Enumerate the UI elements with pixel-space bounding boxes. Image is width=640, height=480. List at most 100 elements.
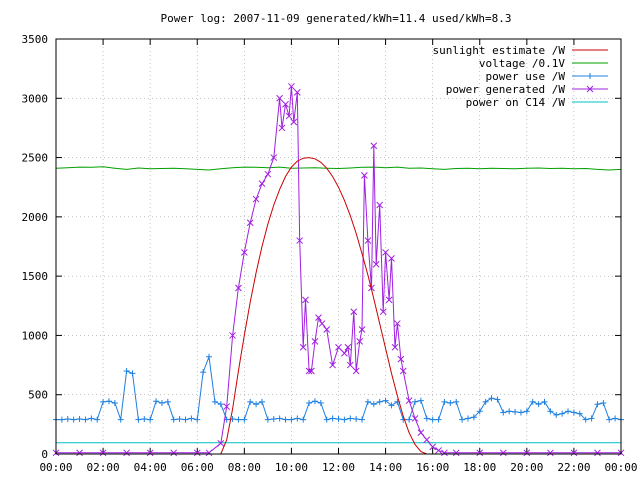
legend-entry: power use /W <box>486 70 608 83</box>
x-tick-label: 10:00 <box>275 461 308 474</box>
data-point <box>499 449 507 457</box>
series-line-voltage-0-1v <box>55 166 622 171</box>
data-point <box>606 416 613 423</box>
data-point <box>405 397 413 404</box>
data-point <box>399 367 407 375</box>
data-point <box>464 415 471 422</box>
data-point <box>105 398 112 405</box>
data-point <box>600 400 607 407</box>
data-point <box>88 415 95 422</box>
data-point <box>235 416 242 423</box>
data-point <box>453 398 460 405</box>
data-point <box>188 415 195 422</box>
data-point <box>423 415 430 422</box>
legend-entry: voltage /0.1V <box>479 57 608 70</box>
data-point <box>276 415 283 422</box>
data-point <box>506 408 513 415</box>
data-point <box>435 447 442 454</box>
data-point <box>111 400 118 407</box>
data-point <box>318 320 326 327</box>
data-point <box>135 416 142 423</box>
data-point <box>588 415 595 422</box>
data-point <box>523 449 531 457</box>
legend-entry: power on C14 /W <box>466 96 608 109</box>
data-point <box>372 260 380 268</box>
chart-title: Power log: 2007-11-09 generated/kWh=11.4… <box>161 12 512 25</box>
data-point <box>158 400 165 407</box>
data-point <box>364 398 371 405</box>
data-point <box>476 449 484 457</box>
data-point <box>305 367 313 375</box>
data-point <box>570 409 577 416</box>
data-point <box>123 449 130 457</box>
data-point <box>494 396 501 403</box>
data-point <box>397 355 405 363</box>
data-point <box>329 361 336 369</box>
data-point <box>352 367 360 375</box>
data-point <box>565 408 572 415</box>
data-point <box>285 112 293 120</box>
y-tick-label: 0 <box>41 448 48 461</box>
data-point <box>441 398 448 405</box>
data-point <box>370 401 377 408</box>
x-tick-label: 14:00 <box>369 461 402 474</box>
y-tick-label: 2500 <box>22 152 49 165</box>
data-point <box>311 398 318 405</box>
data-point <box>376 201 384 209</box>
data-point <box>276 94 283 102</box>
data-point <box>217 401 224 408</box>
legend-label: power generated /W <box>446 83 566 96</box>
legend-label: voltage /0.1V <box>479 57 565 70</box>
data-point <box>358 326 366 333</box>
series-voltage-0-1v <box>55 166 622 171</box>
data-point <box>200 369 207 376</box>
data-point <box>264 416 271 423</box>
x-tick-label: 12:00 <box>322 461 355 474</box>
x-tick-label: 20:00 <box>510 461 543 474</box>
legend-label: power on C14 /W <box>466 96 566 109</box>
y-tick-label: 500 <box>28 389 48 402</box>
data-point <box>385 296 393 304</box>
data-point <box>406 416 413 423</box>
data-point <box>435 416 442 423</box>
data-point <box>341 416 348 423</box>
data-point <box>594 449 601 457</box>
data-point <box>253 401 260 408</box>
data-point <box>100 398 107 405</box>
data-point <box>512 408 519 415</box>
data-point <box>294 415 301 422</box>
data-point <box>288 416 295 423</box>
data-point <box>141 416 148 423</box>
data-point <box>252 195 260 203</box>
data-point <box>317 400 324 407</box>
data-point <box>302 296 309 304</box>
data-point <box>311 338 319 345</box>
data-point <box>517 409 524 416</box>
data-point <box>459 416 466 423</box>
data-point <box>64 416 71 423</box>
series-power-generated-w <box>52 83 625 457</box>
data-point <box>612 415 619 422</box>
data-point <box>217 439 225 447</box>
data-point <box>547 408 554 415</box>
data-point <box>335 343 342 351</box>
data-point <box>264 170 272 178</box>
data-point <box>229 332 236 339</box>
data-point <box>270 154 278 161</box>
y-tick-label: 3500 <box>22 33 49 46</box>
data-point <box>293 89 301 96</box>
data-point <box>296 237 304 244</box>
data-point <box>323 416 330 423</box>
x-tick-label: 08:00 <box>228 461 261 474</box>
data-point <box>76 449 83 457</box>
data-point <box>423 436 431 444</box>
data-point <box>82 416 89 423</box>
x-tick-label: 16:00 <box>416 461 449 474</box>
data-point <box>247 398 254 405</box>
legend-entry: power generated /W <box>446 83 608 96</box>
plot-area-frame <box>55 38 622 455</box>
data-point <box>417 429 425 437</box>
data-point <box>258 398 265 405</box>
data-point <box>482 398 489 405</box>
